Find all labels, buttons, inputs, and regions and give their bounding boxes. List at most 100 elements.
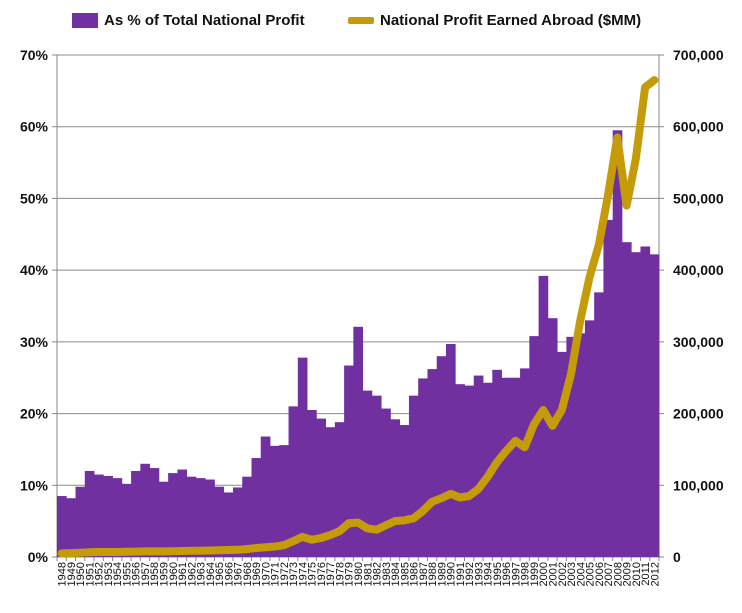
bar — [297, 357, 308, 557]
x-axis-tick-label: 1992 — [464, 562, 476, 586]
bar — [584, 320, 595, 557]
bar — [631, 252, 641, 557]
x-axis-tick-label: 1977 — [325, 562, 337, 586]
bar — [427, 369, 438, 557]
legend-swatch-bar — [72, 13, 98, 28]
x-axis-tick-label: 2000 — [538, 562, 550, 586]
x-axis-tick-label: 1972 — [279, 562, 291, 586]
left-axis-tick-label: 70% — [20, 47, 49, 63]
bar — [529, 336, 539, 557]
bar — [557, 351, 567, 557]
x-axis-tick-label: 1973 — [288, 562, 300, 586]
x-axis-tick-label: 2007 — [603, 562, 615, 586]
bar — [251, 458, 262, 557]
bar — [121, 483, 132, 557]
x-axis-tick-label: 2005 — [585, 562, 597, 586]
bar — [232, 487, 243, 557]
legend-item-bar: As % of Total National Profit — [72, 12, 305, 29]
bar — [566, 336, 577, 557]
bar — [501, 377, 512, 557]
bar — [177, 469, 188, 557]
x-axis-tick-label: 2001 — [548, 562, 560, 586]
left-axis-tick-label: 10% — [20, 477, 49, 493]
right-axis-tick-label: 300,000 — [673, 334, 724, 350]
right-axis-tick-label: 100,000 — [673, 477, 724, 493]
bar — [649, 254, 660, 557]
bar — [94, 474, 104, 557]
x-axis-tick-label: 1983 — [381, 562, 393, 586]
x-axis-tick-label: 1980 — [353, 562, 365, 586]
bar — [66, 498, 76, 557]
bar — [149, 468, 160, 557]
x-axis-tick-label: 1991 — [455, 562, 467, 586]
x-axis-tick-label: 1986 — [409, 562, 421, 586]
x-axis-tick-label: 1990 — [446, 562, 458, 586]
bar — [594, 292, 604, 557]
left-axis-tick-label: 0% — [28, 549, 49, 565]
x-axis-tick-label: 1998 — [520, 562, 532, 586]
x-axis-tick-label: 1988 — [427, 562, 439, 586]
right-axis-tick-label: 600,000 — [673, 119, 724, 135]
x-axis-tick-label: 1951 — [84, 562, 96, 586]
bar — [455, 384, 465, 557]
bar — [103, 475, 113, 557]
bar — [436, 356, 447, 557]
x-axis-tick-label: 1956 — [131, 562, 143, 586]
x-axis-tick-label: 1995 — [492, 562, 504, 586]
x-axis-tick-label: 1979 — [344, 562, 356, 586]
x-axis-tick-label: 1976 — [316, 562, 328, 586]
x-axis-tick-label: 1970 — [260, 562, 272, 586]
x-axis-tick-label: 1959 — [159, 562, 171, 586]
x-axis-tick-label: 1966 — [223, 562, 235, 586]
right-axis-tick-label: 500,000 — [673, 190, 724, 206]
bar — [473, 375, 484, 557]
bar — [195, 478, 206, 557]
left-axis-tick-label: 30% — [20, 334, 49, 350]
x-axis-tick-label: 2002 — [557, 562, 569, 586]
right-axis-tick-label: 400,000 — [673, 262, 724, 278]
x-axis-tick-label: 1954 — [112, 562, 124, 586]
series-line — [57, 76, 659, 558]
x-axis-tick-label: 1985 — [399, 562, 411, 586]
bar — [621, 242, 632, 557]
bar — [575, 333, 586, 557]
x-axis-tick-label: 1993 — [473, 562, 485, 586]
left-axis-tick-label: 60% — [20, 119, 49, 135]
x-axis-tick-label: 2006 — [594, 562, 606, 586]
bar — [223, 492, 234, 557]
x-axis-tick-label: 1989 — [436, 562, 448, 586]
bar — [84, 470, 95, 557]
legend-item-line: National Profit Earned Abroad ($MM) — [348, 12, 641, 29]
x-axis-tick-label: 1949 — [66, 562, 78, 586]
x-axis-tick-label: 2010 — [631, 562, 643, 586]
bar — [334, 422, 345, 557]
x-axis-tick-label: 1975 — [307, 562, 319, 586]
x-axis-tick-label: 2011 — [640, 562, 652, 586]
x-axis-tick-label: 1953 — [103, 562, 115, 586]
x-axis-tick-label: 2008 — [612, 562, 624, 586]
x-axis-tick-label: 1968 — [242, 562, 254, 586]
x-axis-tick-label: 1952 — [94, 562, 106, 586]
x-axis-tick-label: 1994 — [483, 562, 495, 586]
bar — [214, 486, 225, 557]
bar — [445, 344, 456, 557]
left-axis-tick-label: 40% — [20, 262, 49, 278]
right-axis-tick-label: 700,000 — [673, 47, 724, 63]
legend-label-bar: As % of Total National Profit — [104, 12, 305, 29]
bar — [464, 385, 475, 557]
bar — [362, 390, 373, 557]
bar — [112, 478, 123, 557]
x-axis-tick-label: 1984 — [390, 562, 402, 586]
left-axis-tick-label: 50% — [20, 190, 49, 206]
bar — [344, 365, 354, 557]
bar — [612, 130, 623, 558]
x-axis-tick-label: 2012 — [649, 562, 661, 586]
bar — [510, 377, 521, 557]
legend-swatch-line — [348, 17, 374, 24]
x-axis-tick-label: 1962 — [186, 562, 198, 586]
bar — [260, 436, 271, 557]
bar — [158, 481, 169, 557]
x-axis-tick-label: 1981 — [362, 562, 374, 586]
bar — [288, 406, 299, 557]
bar — [603, 219, 614, 557]
